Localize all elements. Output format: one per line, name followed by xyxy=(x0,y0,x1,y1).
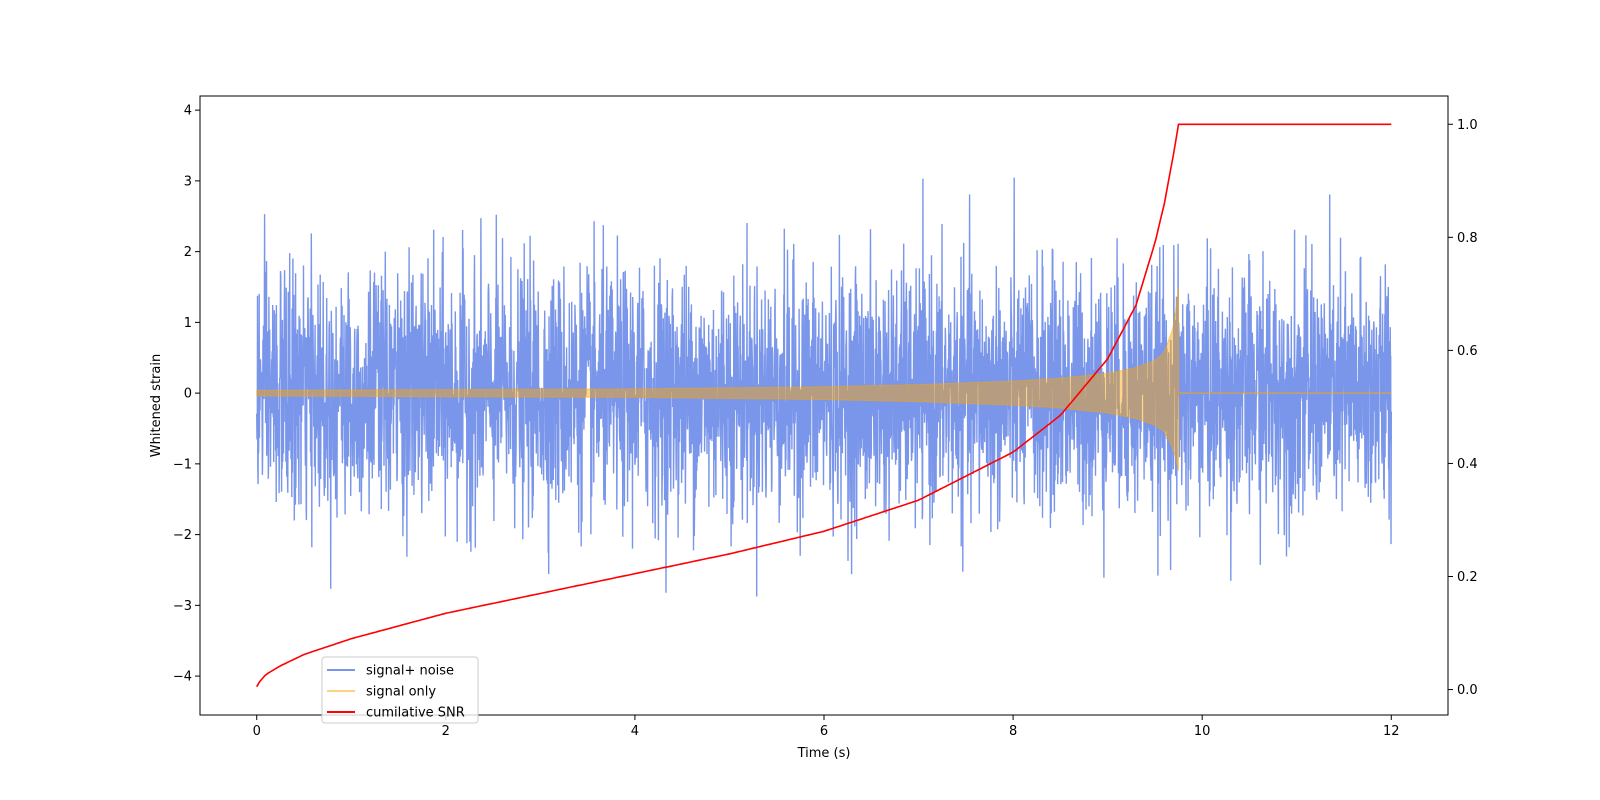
x-tick-label: 4 xyxy=(631,724,639,739)
series-cumulative-snr-line xyxy=(256,123,1392,688)
y-tick-label: −4 xyxy=(173,670,192,685)
x-tick-label: 0 xyxy=(253,724,261,739)
y2-tick-label: 0.8 xyxy=(1457,231,1478,246)
x-tick-label: 6 xyxy=(820,724,828,739)
y-axis-label: Whitened strain xyxy=(149,354,164,457)
legend-label: signal only xyxy=(366,685,436,700)
y2-tick-label: 0.4 xyxy=(1457,457,1478,472)
plot-area xyxy=(256,123,1392,688)
y-axis-right: 0.0 0.2 0.4 0.6 0.8 1.0 xyxy=(1448,118,1478,698)
y-tick-label: −1 xyxy=(173,457,192,472)
y-tick-label: 3 xyxy=(184,174,192,189)
x-tick-label: 8 xyxy=(1009,724,1017,739)
y2-tick-label: 1.0 xyxy=(1457,118,1478,133)
y-tick-label: 4 xyxy=(184,104,192,119)
y2-tick-label: 0.2 xyxy=(1457,570,1478,585)
y-tick-label: −3 xyxy=(173,599,192,614)
y-tick-label: 1 xyxy=(184,316,192,331)
x-tick-label: 12 xyxy=(1383,724,1400,739)
x-tick-label: 10 xyxy=(1194,724,1211,739)
y-axis-left: −4 −3 −2 −1 0 1 2 3 4 xyxy=(173,104,200,685)
y-tick-label: 0 xyxy=(184,387,192,402)
series-signal-only-band xyxy=(256,286,1179,472)
series-signal-noise-line xyxy=(256,177,1392,597)
y-tick-label: −2 xyxy=(173,528,192,543)
y2-tick-label: 0.0 xyxy=(1457,683,1478,698)
legend-label: cumilative SNR xyxy=(366,706,465,721)
legend-label: signal+ noise xyxy=(366,664,454,679)
y-tick-label: 2 xyxy=(184,245,192,260)
x-axis: 0 2 4 6 8 10 12 xyxy=(253,715,1400,739)
legend: signal+ noise signal only cumilative SNR xyxy=(321,656,479,724)
x-tick-label: 2 xyxy=(442,724,450,739)
y2-tick-label: 0.6 xyxy=(1457,344,1478,359)
x-axis-label: Time (s) xyxy=(797,746,851,761)
legend-box xyxy=(321,656,479,724)
